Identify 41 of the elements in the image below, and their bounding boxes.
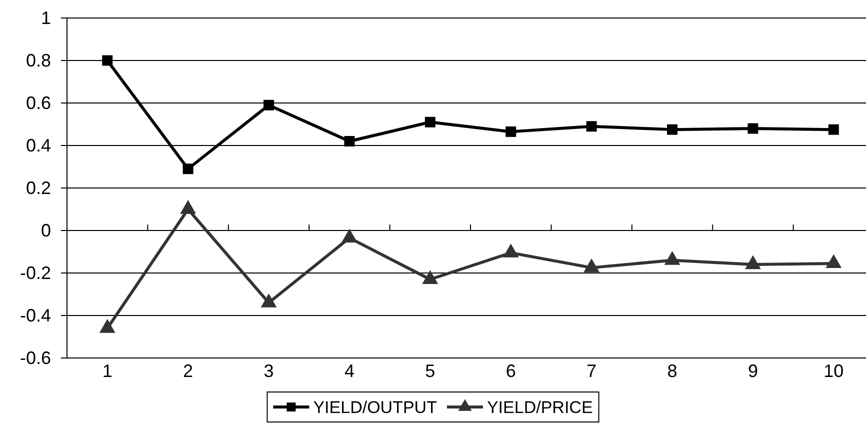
point <box>180 200 196 214</box>
point <box>506 126 516 137</box>
point <box>99 319 116 333</box>
point <box>584 258 600 272</box>
point <box>826 254 842 268</box>
point <box>341 228 358 243</box>
legend-label: YIELD/OUTPUT <box>313 398 437 417</box>
x-tick-label: 1 <box>102 360 112 381</box>
point <box>182 164 194 174</box>
y-tick-label: 0.8 <box>26 50 51 70</box>
point <box>744 255 761 270</box>
y-tick-label: 0.6 <box>26 92 51 113</box>
y-tick-label: -0.4 <box>20 305 51 326</box>
x-tick-label: 5 <box>425 360 436 381</box>
point <box>664 251 680 265</box>
x-tick-label: 6 <box>506 360 516 381</box>
point <box>102 55 113 66</box>
point <box>424 116 436 128</box>
x-tick-label: 9 <box>748 360 758 381</box>
point <box>264 100 274 110</box>
x-tick-label: 8 <box>667 360 678 381</box>
y-tick-label: -0.2 <box>20 262 51 283</box>
x-tick-label: 3 <box>264 360 274 381</box>
x-tick-label: 4 <box>344 360 354 381</box>
point <box>502 244 519 258</box>
y-tick-label: 0.2 <box>26 178 51 198</box>
y-tick-label: -0.6 <box>20 348 51 368</box>
point <box>422 270 438 284</box>
legend-label: YIELD/PRICE <box>486 398 593 417</box>
point <box>667 124 678 135</box>
x-tick-label: 10 <box>824 360 844 381</box>
y-tick-label: 0.4 <box>26 135 51 156</box>
point <box>260 294 277 308</box>
point <box>344 136 355 146</box>
point <box>586 121 597 132</box>
x-tick-label: 2 <box>183 360 194 381</box>
x-tick-label: 7 <box>586 360 597 381</box>
y-tick-label: 0 <box>40 220 51 240</box>
point <box>748 123 758 134</box>
point <box>828 124 839 135</box>
y-tick-label: 1 <box>40 8 51 28</box>
